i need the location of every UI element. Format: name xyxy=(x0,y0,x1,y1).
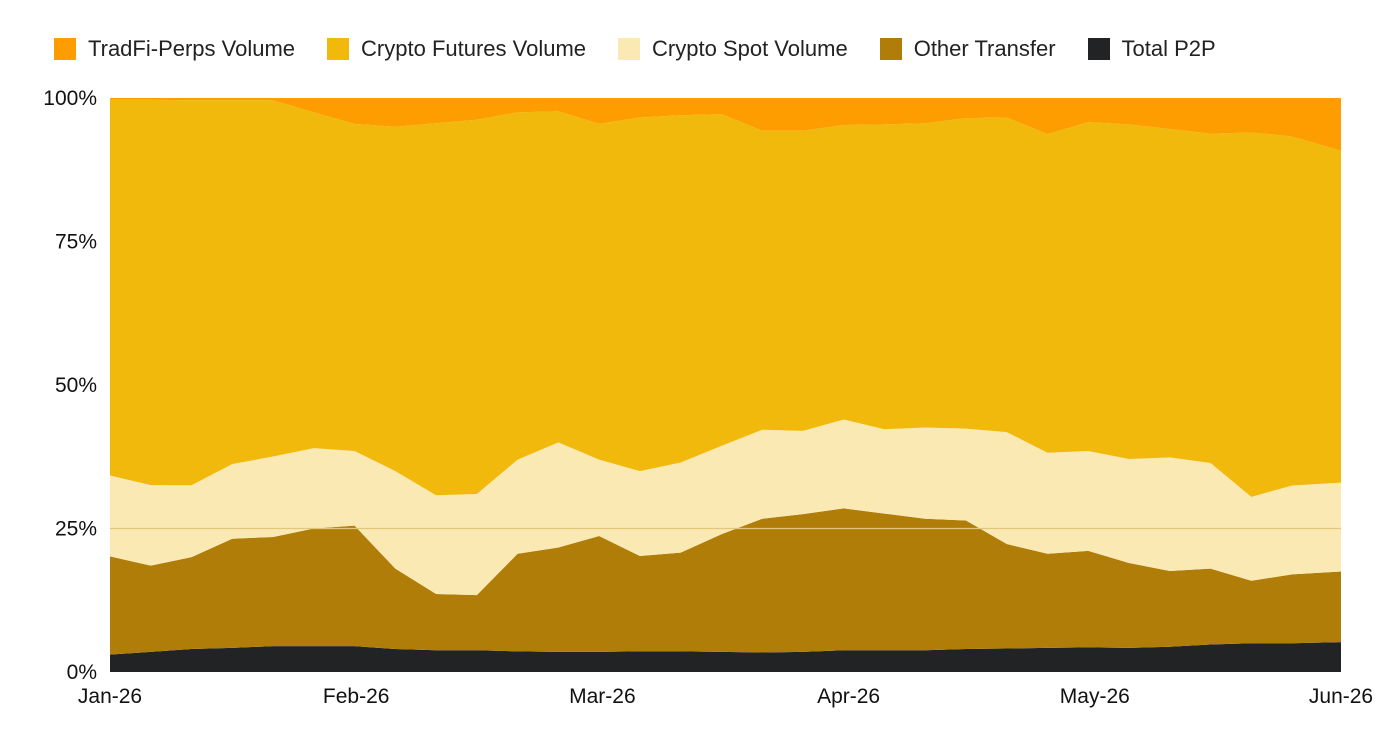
legend: TradFi-Perps Volume Crypto Futures Volum… xyxy=(54,34,1248,64)
y-tick-label: 100% xyxy=(43,87,97,110)
legend-item-other-transfer[interactable]: Other Transfer xyxy=(879,36,1056,62)
area-crypto-spot-volume xyxy=(110,419,1341,596)
legend-item-crypto-spot[interactable]: Crypto Spot Volume xyxy=(618,36,848,62)
legend-label-crypto-futures: Crypto Futures Volume xyxy=(361,36,587,61)
legend-label-tradfi-perps: TradFi-Perps Volume xyxy=(88,36,296,61)
area-other-transfer xyxy=(110,508,1341,655)
legend-swatch-tradfi-perps xyxy=(54,38,76,60)
area-tradfi-perps-volume xyxy=(110,98,1341,151)
legend-item-tradfi-perps[interactable]: TradFi-Perps Volume xyxy=(54,36,295,62)
legend-swatch-total-p2p xyxy=(1087,38,1110,60)
y-tick-label: 25% xyxy=(55,518,97,541)
legend-label-other-transfer: Other Transfer xyxy=(913,36,1056,61)
areas-group xyxy=(110,98,1341,672)
legend-swatch-crypto-spot xyxy=(618,38,641,60)
x-tick-label: Apr-26 xyxy=(817,685,880,708)
legend-label-crypto-spot: Crypto Spot Volume xyxy=(652,36,848,61)
x-tick-label: May-26 xyxy=(1060,685,1130,708)
x-tick-label: Jan-26 xyxy=(78,685,142,708)
x-axis: Jan-26 Feb-26 Mar-26 Apr-26 May-26 Jun-26 xyxy=(78,685,1373,708)
y-tick-label: 50% xyxy=(55,374,97,397)
y-tick-label: 0% xyxy=(67,661,97,684)
x-tick-label: Feb-26 xyxy=(323,685,390,708)
legend-item-crypto-futures[interactable]: Crypto Futures Volume xyxy=(327,36,586,62)
area-crypto-futures-volume xyxy=(110,99,1341,497)
legend-swatch-crypto-futures xyxy=(327,38,350,60)
x-tick-label: Jun-26 xyxy=(1309,685,1373,708)
x-tick-label: Mar-26 xyxy=(569,685,636,708)
legend-item-total-p2p[interactable]: Total P2P xyxy=(1087,36,1216,62)
area-total-p2p xyxy=(110,642,1341,672)
legend-swatch-other-transfer xyxy=(879,38,902,60)
y-tick-label: 75% xyxy=(55,231,97,254)
legend-label-total-p2p: Total P2P xyxy=(1121,36,1216,61)
y-axis: 0% 25% 50% 75% 100% xyxy=(43,87,97,684)
